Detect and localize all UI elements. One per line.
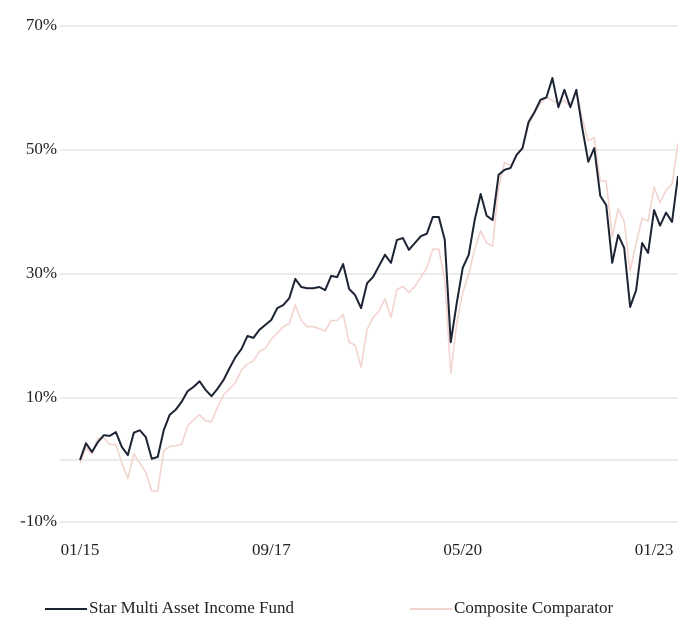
y-tick-label: 30% xyxy=(26,263,57,282)
legend-label: Composite Comparator xyxy=(454,598,613,617)
y-tick-label: 50% xyxy=(26,139,57,158)
x-tick-label: 05/20 xyxy=(443,540,482,559)
line-series xyxy=(79,90,678,492)
legend-label: Star Multi Asset Income Fund xyxy=(89,598,294,617)
x-tick-label: 01/15 xyxy=(61,540,100,559)
y-tick-label: 70% xyxy=(26,15,57,34)
x-tick-label: 01/23 xyxy=(635,540,674,559)
y-tick-label: -10% xyxy=(20,511,57,530)
y-tick-label: 10% xyxy=(26,387,57,406)
x-tick-label: 09/17 xyxy=(252,540,291,559)
line-series xyxy=(79,77,678,461)
